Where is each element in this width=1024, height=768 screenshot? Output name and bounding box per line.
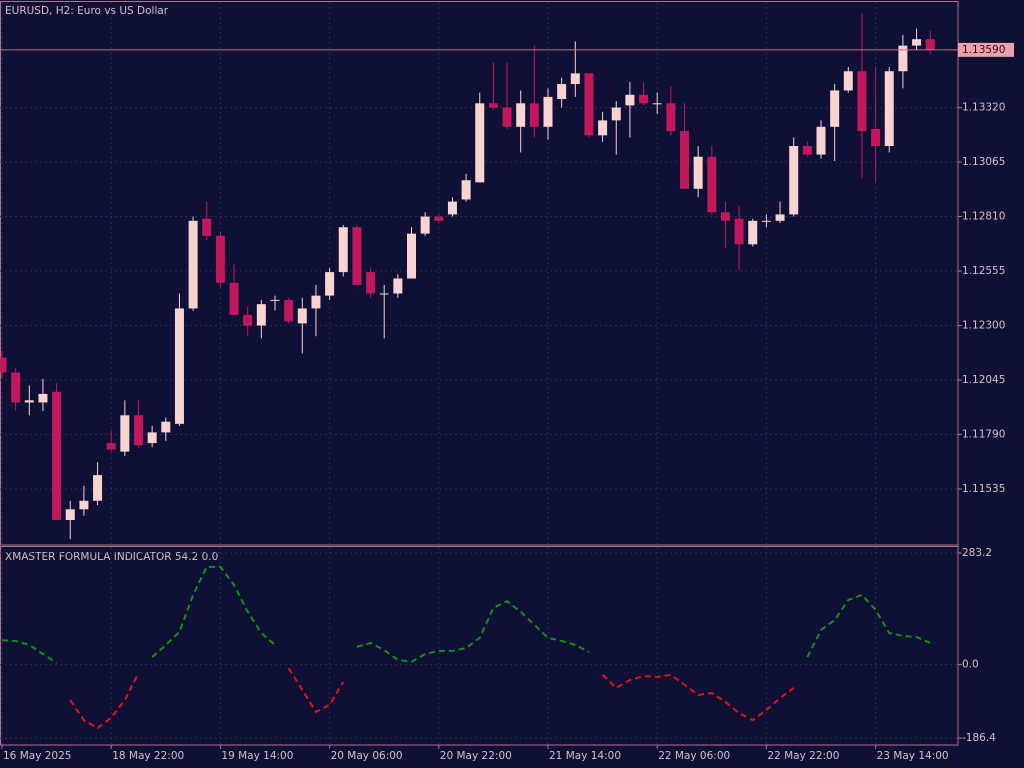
candle-body <box>652 103 662 105</box>
indicator-frame <box>0 546 959 746</box>
candle-body <box>693 156 703 189</box>
candle-body <box>898 45 908 72</box>
candle-body <box>475 103 485 183</box>
candle-body <box>325 272 335 296</box>
candle-body <box>639 94 649 104</box>
candle-body <box>79 500 89 510</box>
x-tick-label: 20 May 06:00 <box>331 750 403 762</box>
y-tick-label: 1.12300 <box>962 320 1005 332</box>
candle-body <box>338 227 348 273</box>
x-tick-label: 22 May 06:00 <box>658 750 730 762</box>
candle-body <box>761 220 771 222</box>
candle-body <box>680 131 689 189</box>
y-tick-label: 1.13320 <box>962 102 1005 114</box>
chart-title: EURUSD, H2: Euro vs US Dollar <box>5 5 169 17</box>
candle-body <box>393 278 403 294</box>
main-frame <box>0 1 959 546</box>
candle-body <box>666 103 676 132</box>
candle-body <box>256 304 266 326</box>
x-tick-label: 23 May 14:00 <box>877 750 949 762</box>
y-tick-label: 1.12555 <box>962 265 1005 277</box>
candle-body <box>352 227 362 285</box>
candle-body <box>161 421 171 433</box>
x-tick-label: 22 May 22:00 <box>767 750 839 762</box>
indicator-line <box>1 565 931 664</box>
candle-body <box>311 295 321 309</box>
candle-body <box>134 415 143 446</box>
candle-body <box>802 146 812 155</box>
candle-body <box>11 372 21 403</box>
current-price-box <box>958 42 1014 57</box>
candle-body <box>461 180 471 200</box>
candle-body <box>570 73 580 85</box>
y-tick-label: 1.11790 <box>962 429 1005 441</box>
x-tick-label: 20 May 22:00 <box>440 750 512 762</box>
candle-body <box>407 233 416 279</box>
candle-body <box>720 212 730 221</box>
x-tick-label: 21 May 14:00 <box>549 750 621 762</box>
candle-body <box>816 126 826 155</box>
candle-body <box>229 282 239 315</box>
candle-body <box>188 220 198 309</box>
x-tick-label: 19 May 14:00 <box>221 750 293 762</box>
current-price-label: 1.13590 <box>962 44 1005 56</box>
candle-body <box>789 146 799 215</box>
candle-body <box>434 216 444 221</box>
candle-body <box>748 220 758 245</box>
y-tick-label: 0.0 <box>962 659 979 671</box>
x-tick-label: 16 May 2025 <box>3 750 71 762</box>
candle-body <box>284 299 294 322</box>
candle-body <box>543 96 553 127</box>
y-tick-label: 283.2 <box>962 547 992 559</box>
candle-body <box>65 509 75 520</box>
candle-body <box>270 299 280 301</box>
candle-body <box>93 475 103 501</box>
candle-body <box>420 216 430 234</box>
indicator-line <box>69 667 795 730</box>
candle-body <box>516 103 526 127</box>
candle-body <box>557 84 567 100</box>
candle-body <box>775 214 785 221</box>
candle-body <box>584 73 594 136</box>
y-tick-label: 1.11535 <box>962 483 1005 495</box>
candle-body <box>529 103 539 127</box>
candle-body <box>488 103 498 108</box>
y-tick-label: 1.12810 <box>962 211 1005 223</box>
candle-body <box>871 128 881 147</box>
candle-body <box>215 235 225 283</box>
candle-body <box>24 400 34 403</box>
candle-body <box>830 90 840 127</box>
candle-body <box>625 94 635 106</box>
candle-body <box>611 107 621 121</box>
candle-body <box>52 391 62 520</box>
candle-body <box>843 71 853 91</box>
y-tick-label: 1.13065 <box>962 156 1005 168</box>
candle-body <box>707 156 717 213</box>
x-tick-label: 18 May 22:00 <box>112 750 184 762</box>
candle-body <box>38 393 48 403</box>
candle-body <box>502 107 512 127</box>
candle-body <box>243 314 253 326</box>
candle-body <box>174 308 184 424</box>
candle-body <box>297 308 307 324</box>
candle-body <box>734 218 744 245</box>
y-tick-label: 1.12045 <box>962 374 1005 386</box>
candle-body <box>598 120 608 136</box>
y-tick-label: -186.4 <box>962 732 996 744</box>
candle-body <box>857 71 867 132</box>
candle-body <box>147 432 157 444</box>
candle-body <box>366 272 376 294</box>
candle-body <box>379 293 389 295</box>
candle-body <box>120 415 130 452</box>
candle-body <box>925 39 935 50</box>
candle-body <box>202 218 212 236</box>
candle-body <box>447 201 457 215</box>
candle-body <box>0 357 7 373</box>
candle-body <box>884 71 894 147</box>
candle-body <box>106 443 116 450</box>
candle-body <box>912 39 922 46</box>
